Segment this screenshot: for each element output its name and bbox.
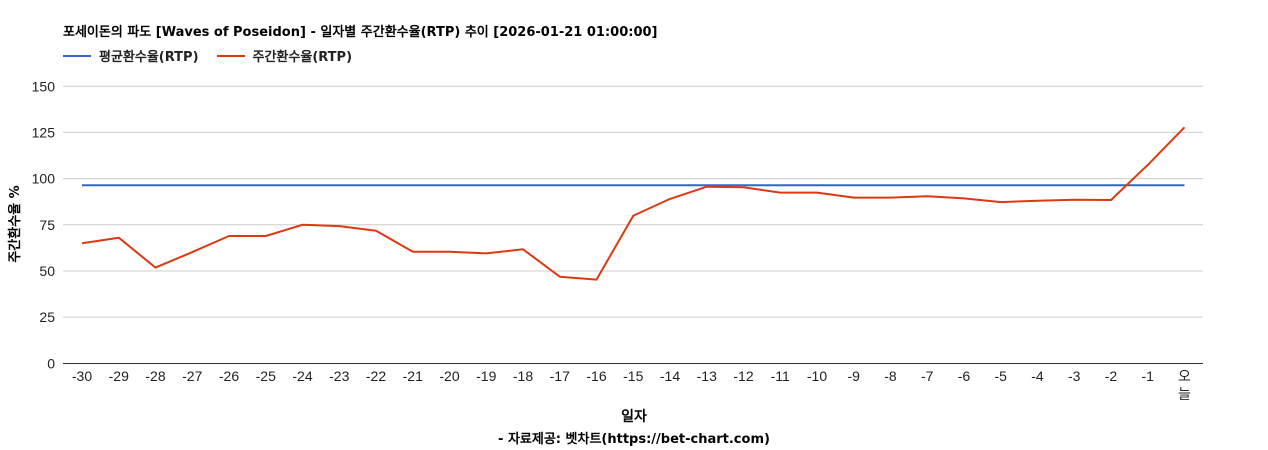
legend-swatch-blue — [63, 54, 91, 57]
x-tick-label: -3 — [1068, 368, 1081, 384]
legend: 평균환수율(RTP) 주간환수율(RTP) — [63, 46, 370, 65]
x-tick-label: -28 — [145, 368, 165, 384]
x-tick-label: -17 — [550, 368, 570, 384]
y-axis-ticks: 0 25 50 75 100 125 150 — [32, 78, 56, 371]
x-tick-label: -29 — [109, 368, 129, 384]
x-tick-label: 오 — [1178, 368, 1191, 384]
y-tick-label: 25 — [39, 309, 55, 325]
legend-swatch-red — [216, 54, 245, 57]
x-tick-label: -6 — [958, 368, 971, 384]
x-tick-label: -27 — [182, 368, 202, 384]
y-tick-label: 50 — [39, 263, 55, 279]
x-tick-label: -10 — [807, 368, 827, 384]
x-tick-label: -12 — [733, 368, 753, 384]
y-tick-label: 150 — [32, 78, 56, 94]
x-axis-ticks: -30 -29 -28 -27 -26 -25 -24 -23 -22 -21 -20 -19 -18 -… — [72, 368, 1191, 402]
x-tick-label: -26 — [219, 368, 239, 384]
x-axis-label: 일자 — [621, 409, 647, 425]
x-tick-label: -16 — [586, 368, 606, 384]
x-tick-label: -22 — [366, 368, 386, 384]
x-tick-label: -18 — [513, 368, 533, 384]
x-tick-label: -23 — [329, 368, 349, 384]
legend-label: 주간환수율(RTP) — [252, 50, 353, 65]
chart-title: 포세이돈의 파도 [Waves of Poseidon] - 일자별 주간환수율… — [63, 25, 658, 40]
x-tick-label: -30 — [72, 368, 92, 384]
x-tick-label: -5 — [995, 368, 1008, 384]
x-tick-label: -11 — [771, 368, 790, 384]
x-tick-label: -20 — [439, 368, 459, 384]
x-tick-label: -19 — [476, 368, 496, 384]
legend-label: 평균환수율(RTP) — [99, 50, 199, 65]
series-lines — [81, 126, 1186, 281]
x-tick-label: -4 — [1031, 368, 1044, 384]
x-tick-label: -15 — [623, 368, 643, 384]
y-tick-label: 75 — [39, 217, 55, 233]
x-tick-label: -7 — [921, 368, 934, 384]
x-tick-label: -1 — [1142, 368, 1155, 384]
y-tick-label: 125 — [32, 124, 56, 140]
x-tick-label: -2 — [1105, 368, 1118, 384]
x-tick-label: -25 — [256, 368, 276, 384]
x-tick-label: -8 — [884, 368, 897, 384]
gridlines — [63, 85, 1203, 318]
x-tick-label: 늘 — [1178, 386, 1191, 402]
x-tick-label: -14 — [660, 368, 680, 384]
weekly-rtp-line[interactable] — [81, 126, 1186, 281]
y-axis-label: 주간환수율 % — [7, 185, 23, 262]
x-tick-label: -9 — [848, 368, 861, 384]
legend-item-weekly[interactable]: 주간환수율(RTP) — [216, 46, 353, 65]
y-tick-label: 100 — [32, 171, 56, 187]
x-tick-label: -24 — [292, 368, 312, 384]
y-tick-label: 0 — [47, 355, 55, 371]
x-tick-label: -21 — [403, 368, 423, 384]
data-credit: - 자료제공: 벳차트(https://bet-chart.com) — [498, 432, 770, 447]
x-tick-label: -13 — [697, 368, 717, 384]
legend-item-average[interactable]: 평균환수율(RTP) — [63, 46, 199, 65]
